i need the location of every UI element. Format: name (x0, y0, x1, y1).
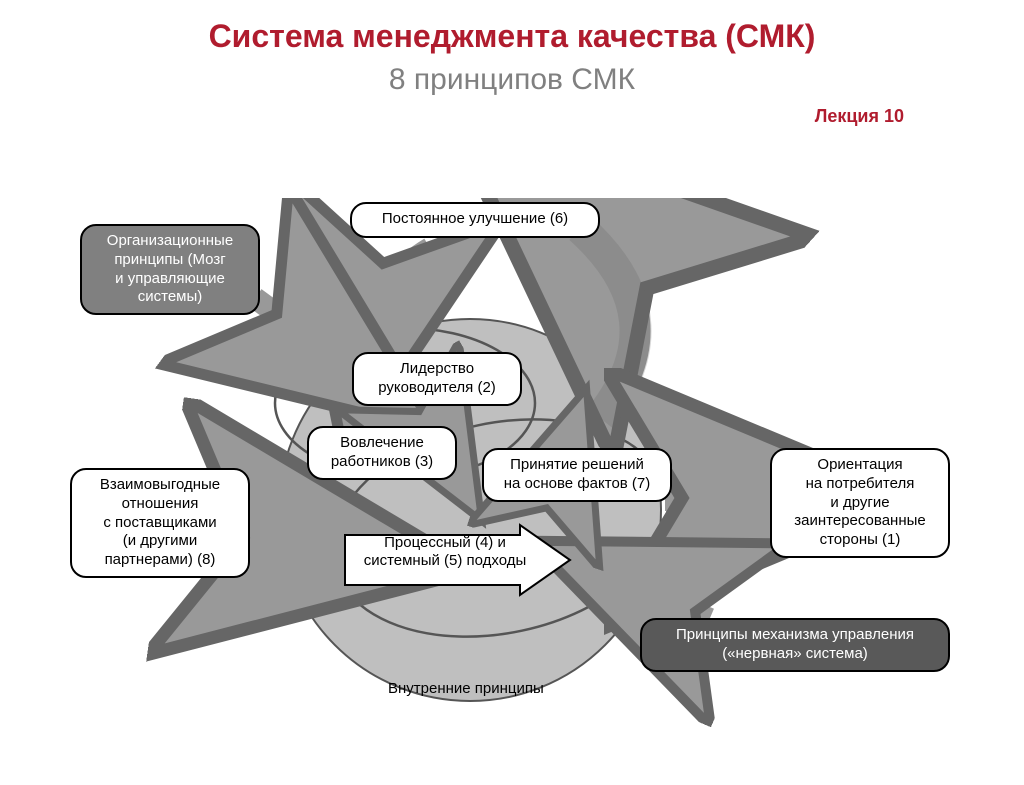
inner-principles-label: Внутренние принципы (388, 680, 544, 697)
arrow-org-in (255, 298, 330, 353)
node-suppliers-8: Взаимовыгодные отношения с поставщиками … (70, 468, 250, 578)
node-decisions-7: Принятие решений на основе фактов (7) (482, 448, 672, 502)
node-mgmt-principles: Принципы механизма управления («нервная»… (640, 618, 950, 672)
node-leadership-2: Лидерство руководителя (2) (352, 352, 522, 406)
page-subtitle: 8 принципов СМК (0, 63, 1024, 97)
arrow-down-into (370, 248, 430, 328)
node-org-principles: Организационные принципы (Мозг и управля… (80, 224, 260, 315)
page-title: Система менеджмента качества (СМК) (0, 18, 1024, 55)
node-involvement-3: Вовлечение работников (3) (307, 426, 457, 480)
principles-diagram: Процессный (4) и системный (5) подходы П… (0, 198, 1024, 768)
node-improvement-6: Постоянное улучшение (6) (350, 202, 600, 238)
lecture-label: Лекция 10 (815, 106, 904, 127)
arrow-mgmt-in (640, 588, 710, 618)
node-orientation-1: Ориентация на потребителя и другие заинт… (770, 448, 950, 558)
node-process-45-label: Процессный (4) и системный (5) подходы (355, 534, 535, 570)
